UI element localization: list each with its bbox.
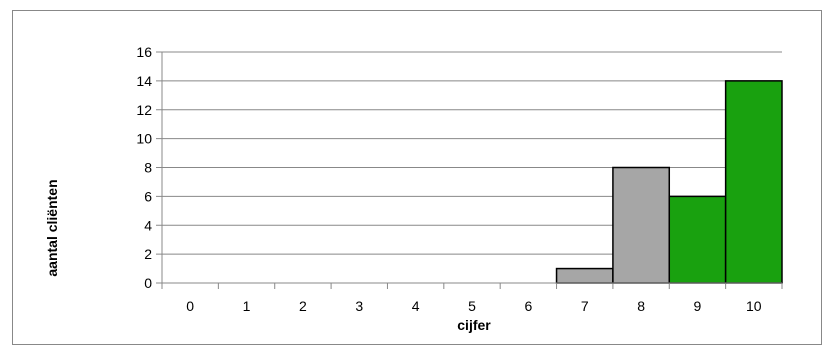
y-tick-label: 0 [144, 275, 152, 291]
x-tick-label: 5 [468, 298, 476, 314]
y-tick-label: 2 [144, 246, 152, 262]
axes [156, 51, 783, 289]
x-tick-label: 4 [412, 298, 420, 314]
x-tick-label: 0 [186, 298, 194, 314]
bar-9 [668, 195, 727, 284]
x-tick-label: 2 [299, 298, 307, 314]
y-tick-label: 12 [136, 102, 152, 118]
bar-8 [612, 166, 671, 284]
y-tick-label: 16 [136, 44, 152, 60]
y-axis-title: aantal cliënten [44, 179, 60, 276]
chart-frame [12, 10, 822, 345]
x-tick-label: 6 [524, 298, 532, 314]
x-tick-label: 3 [355, 298, 363, 314]
bar-10 [724, 80, 783, 284]
y-tick-label: 10 [136, 131, 152, 147]
x-tick-label: 1 [243, 298, 251, 314]
x-tick-label: 10 [746, 298, 762, 314]
bar-7 [555, 267, 614, 284]
x-axis-title: cijfer [457, 317, 491, 333]
x-tick-label: 7 [581, 298, 589, 314]
y-tick-label: 6 [144, 188, 152, 204]
x-tick-labels: 0 1 2 3 4 5 6 7 8 9 10 [186, 298, 762, 314]
x-tick-label: 9 [694, 298, 702, 314]
y-tick-label: 14 [136, 73, 152, 89]
x-tick-label: 8 [637, 298, 645, 314]
y-tick-label: 8 [144, 160, 152, 176]
y-tick-labels: 0 2 4 6 8 10 12 14 16 [136, 44, 152, 291]
bars [555, 80, 783, 284]
y-tick-label: 4 [144, 217, 152, 233]
